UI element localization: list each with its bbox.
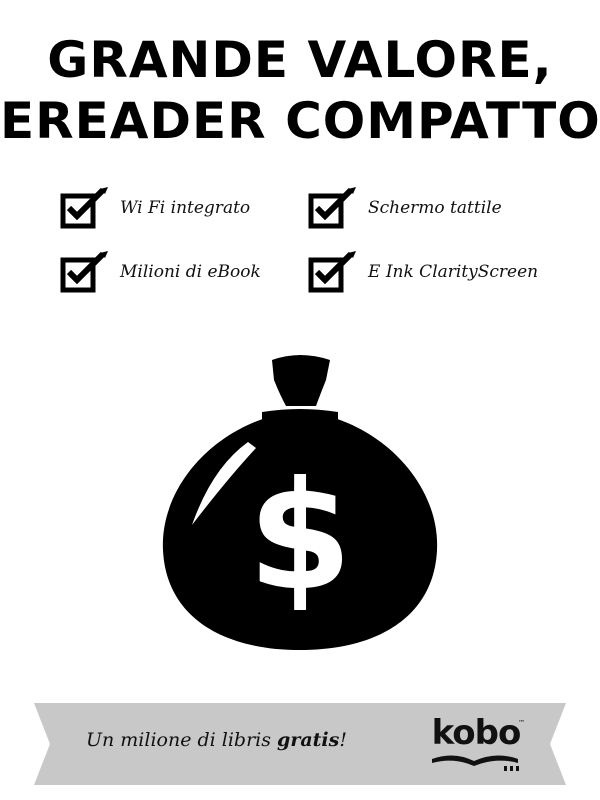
- headline-line-1: GRANDE VALORE,: [47, 31, 553, 89]
- feature-label: Schermo tattile: [368, 198, 502, 218]
- banner-tagline: Un milione di libris gratis!: [86, 729, 347, 751]
- feature-eink: E Ink ClarityScreen: [308, 250, 568, 294]
- promo-banner: Un milione di libris gratis! kobo ™: [34, 703, 566, 785]
- checkbox-checked-icon: [60, 187, 108, 229]
- tagline-end: !: [339, 729, 347, 751]
- banner-ribbon: [34, 703, 566, 785]
- logo-wordmark: kobo: [431, 713, 522, 753]
- checkbox-checked-icon: [308, 187, 356, 229]
- feature-ebooks: Milioni di eBook: [60, 250, 320, 294]
- feature-label: Milioni di eBook: [120, 262, 261, 282]
- dollar-symbol: $: [248, 450, 352, 624]
- tagline-text: Un milione di libris: [86, 729, 278, 751]
- checkbox-checked-icon: [308, 251, 356, 293]
- feature-label: Wi Fi integrato: [120, 198, 251, 218]
- headline-line-2: EREADER COMPATTO: [0, 92, 600, 150]
- tagline-bold: gratis: [277, 729, 340, 751]
- kobo-book-icon: [432, 755, 519, 771]
- kobo-logo: kobo ™: [426, 713, 526, 775]
- feature-touchscreen: Schermo tattile: [308, 186, 568, 230]
- money-bag-icon: $: [162, 355, 438, 650]
- logo-trademark: ™: [518, 719, 525, 727]
- checkbox-checked-icon: [60, 251, 108, 293]
- feature-wifi: Wi Fi integrato: [60, 186, 320, 230]
- headline: GRANDE VALORE, EREADER COMPATTO: [0, 30, 600, 152]
- feature-label: E Ink ClarityScreen: [368, 262, 539, 282]
